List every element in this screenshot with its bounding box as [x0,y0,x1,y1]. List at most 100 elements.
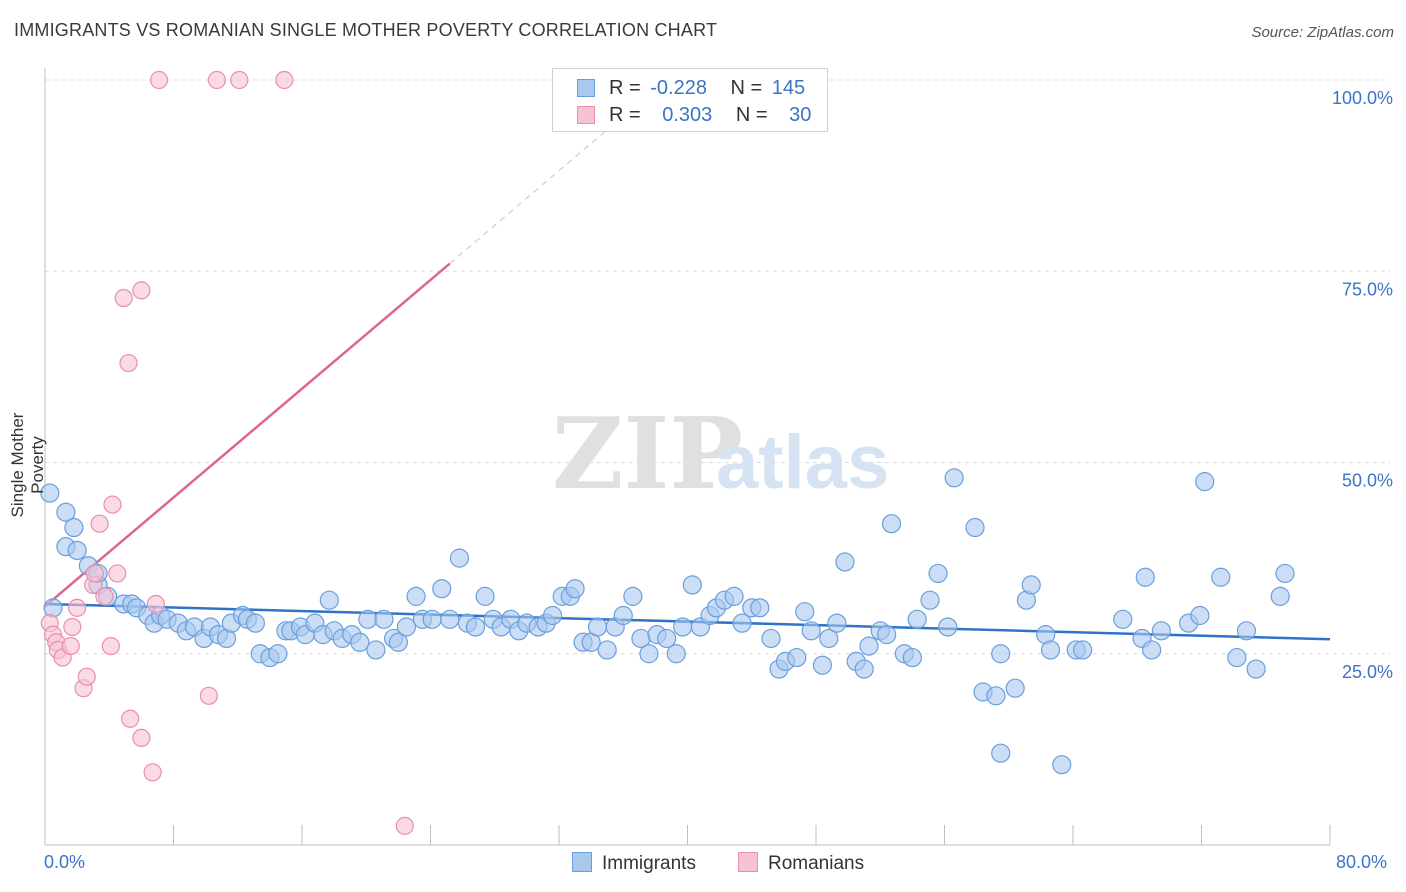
point-immigrants [1227,647,1247,668]
x-tick-max: 80.0% [1336,852,1388,872]
point-immigrants [795,602,815,622]
legend-r-value: 0.303 [662,104,713,126]
bottom-legend-swatch-immigrants [572,852,592,872]
point-romanians [146,594,165,614]
point-romanians [199,686,218,705]
point-immigrants [639,644,659,664]
point-immigrants [854,659,874,679]
point-immigrants [475,586,495,606]
point-immigrants [907,609,927,629]
point-immigrants [1236,621,1257,641]
point-immigrants [1151,621,1171,641]
point-immigrants [732,613,752,633]
grid-lines [45,79,1390,655]
point-romanians [395,816,414,835]
point-immigrants [920,590,940,610]
point-immigrants [245,613,266,633]
watermark-atlas: atlas [716,420,889,505]
y-tick-labels: 100.0% 75.0% 50.0% 25.0% [1332,88,1393,682]
point-immigrants [542,605,563,626]
axes [44,68,1331,846]
point-immigrants [623,586,643,606]
point-romanians [90,514,109,533]
point-immigrants [67,540,87,561]
point-immigrants [761,628,781,649]
legend-r-label: R = [609,104,641,126]
x-tick-min: 0.0% [44,852,86,872]
legend-r-label: R = [609,77,641,99]
legend-n-label: N = [735,104,768,126]
point-immigrants [43,598,63,618]
legend-n-value: 145 [771,77,806,99]
chart-title: IMMIGRANTS VS ROMANIAN SINGLE MOTHER POV… [14,20,718,40]
point-romanians [77,667,96,686]
data-points [40,70,1295,835]
point-immigrants [40,483,60,503]
chart-source: Source: ZipAtlas.com [1251,24,1394,41]
point-immigrants [1190,605,1210,626]
point-immigrants [986,686,1006,706]
point-immigrants [1195,472,1215,492]
point-immigrants [440,609,460,629]
point-immigrants [1052,755,1072,775]
point-immigrants [268,644,288,664]
point-immigrants [787,647,807,668]
point-romanians [207,70,226,90]
point-romanians [63,617,82,637]
point-romanians [275,70,294,90]
trend-line-romanians-extension [449,129,608,265]
point-immigrants [358,609,378,629]
bottom-legend-swatch-romanians [738,852,758,872]
point-romanians [132,728,151,748]
point-immigrants [902,647,922,668]
point-romanians [108,564,127,583]
point-immigrants [724,586,744,606]
y-tick-label: 100.0% [1332,88,1393,108]
point-romanians [121,709,140,728]
point-immigrants [801,621,821,641]
point-romanians [119,353,138,373]
legend-swatch-immigrants [577,79,595,97]
point-immigrants [374,609,394,629]
point-romanians [132,281,151,300]
point-romanians [85,564,104,583]
point-romanians [95,587,114,606]
bottom-legend-immigrants: Immigrants [572,852,696,875]
point-immigrants [350,632,370,652]
point-romanians [114,288,133,308]
point-immigrants [877,625,897,645]
bottom-legend-label-romanians: Romanians [768,853,865,874]
point-immigrants [366,640,386,660]
point-immigrants [673,617,693,637]
point-romanians [61,636,80,656]
point-immigrants [565,579,585,599]
point-immigrants [587,617,608,637]
point-immigrants [64,517,84,538]
point-immigrants [1270,586,1290,606]
point-immigrants [1005,678,1025,698]
point-immigrants [827,613,847,633]
point-romanians [103,495,122,514]
point-immigrants [812,655,833,675]
point-immigrants [819,628,839,649]
point-immigrants [432,579,452,599]
point-immigrants [597,640,617,660]
point-immigrants [1073,640,1093,660]
point-immigrants [388,632,408,652]
point-immigrants [613,605,633,626]
point-immigrants [965,517,985,538]
trend-line-romanians [44,262,451,608]
y-tick-label: 75.0% [1342,279,1393,299]
point-immigrants [991,743,1011,763]
point-immigrants [928,563,948,584]
point-immigrants [1142,640,1162,660]
legend-n-value: 30 [789,104,812,126]
point-immigrants [666,644,686,664]
point-immigrants [750,598,770,618]
point-immigrants [449,548,470,568]
legend-n-label: N = [730,77,763,99]
point-immigrants [465,617,486,637]
point-immigrants [1135,567,1155,587]
point-immigrants [938,617,958,637]
